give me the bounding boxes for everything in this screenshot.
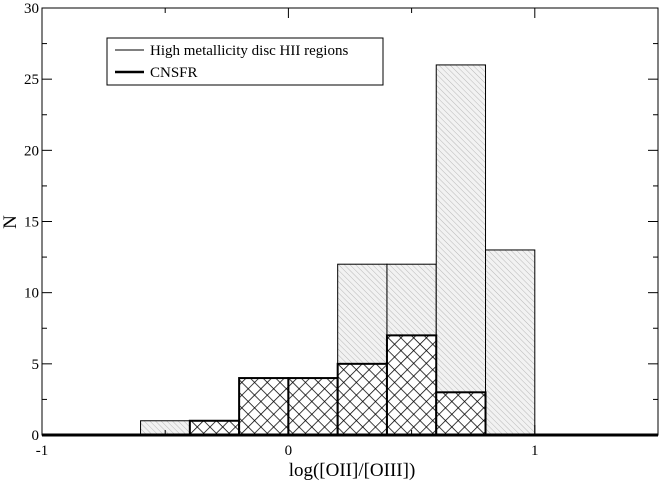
legend-label-high-metallicity: High metallicity disc HII regions [150, 43, 348, 59]
histogram-bar [336, 362, 388, 437]
y-tick-label: 10 [24, 286, 39, 302]
legend: High metallicity disc HII regions CNSFR [106, 37, 384, 86]
legend-label-cnsfr: CNSFR [150, 65, 198, 81]
y-tick-label: 30 [24, 1, 39, 17]
histogram-bar [435, 391, 487, 436]
x-axis-title: log([OII]/[OIII]) [289, 460, 416, 481]
y-tick-label: 15 [24, 215, 39, 231]
y-tick-label: 0 [32, 428, 40, 444]
y-axis-title: N [0, 215, 21, 229]
legend-box [106, 37, 384, 86]
histogram-bar [287, 377, 339, 437]
x-tick-label: 1 [531, 443, 539, 459]
x-axis-ticks: -1 0 1 [36, 8, 539, 459]
histogram-bar [485, 249, 536, 436]
y-tick-label: 25 [24, 72, 39, 88]
x-tick-label: -1 [36, 443, 49, 459]
series-cnsfr-bars [188, 334, 487, 437]
y-tick-label: 20 [24, 143, 39, 159]
histogram-bar [435, 64, 487, 436]
y-axis-ticks: 0 5 10 15 20 25 30 [24, 1, 658, 444]
histogram-bar [188, 419, 241, 436]
y-tick-label: 5 [32, 357, 40, 373]
x-tick-label: 0 [285, 443, 293, 459]
histogram-bar [385, 334, 438, 436]
histogram-bar [238, 377, 290, 437]
